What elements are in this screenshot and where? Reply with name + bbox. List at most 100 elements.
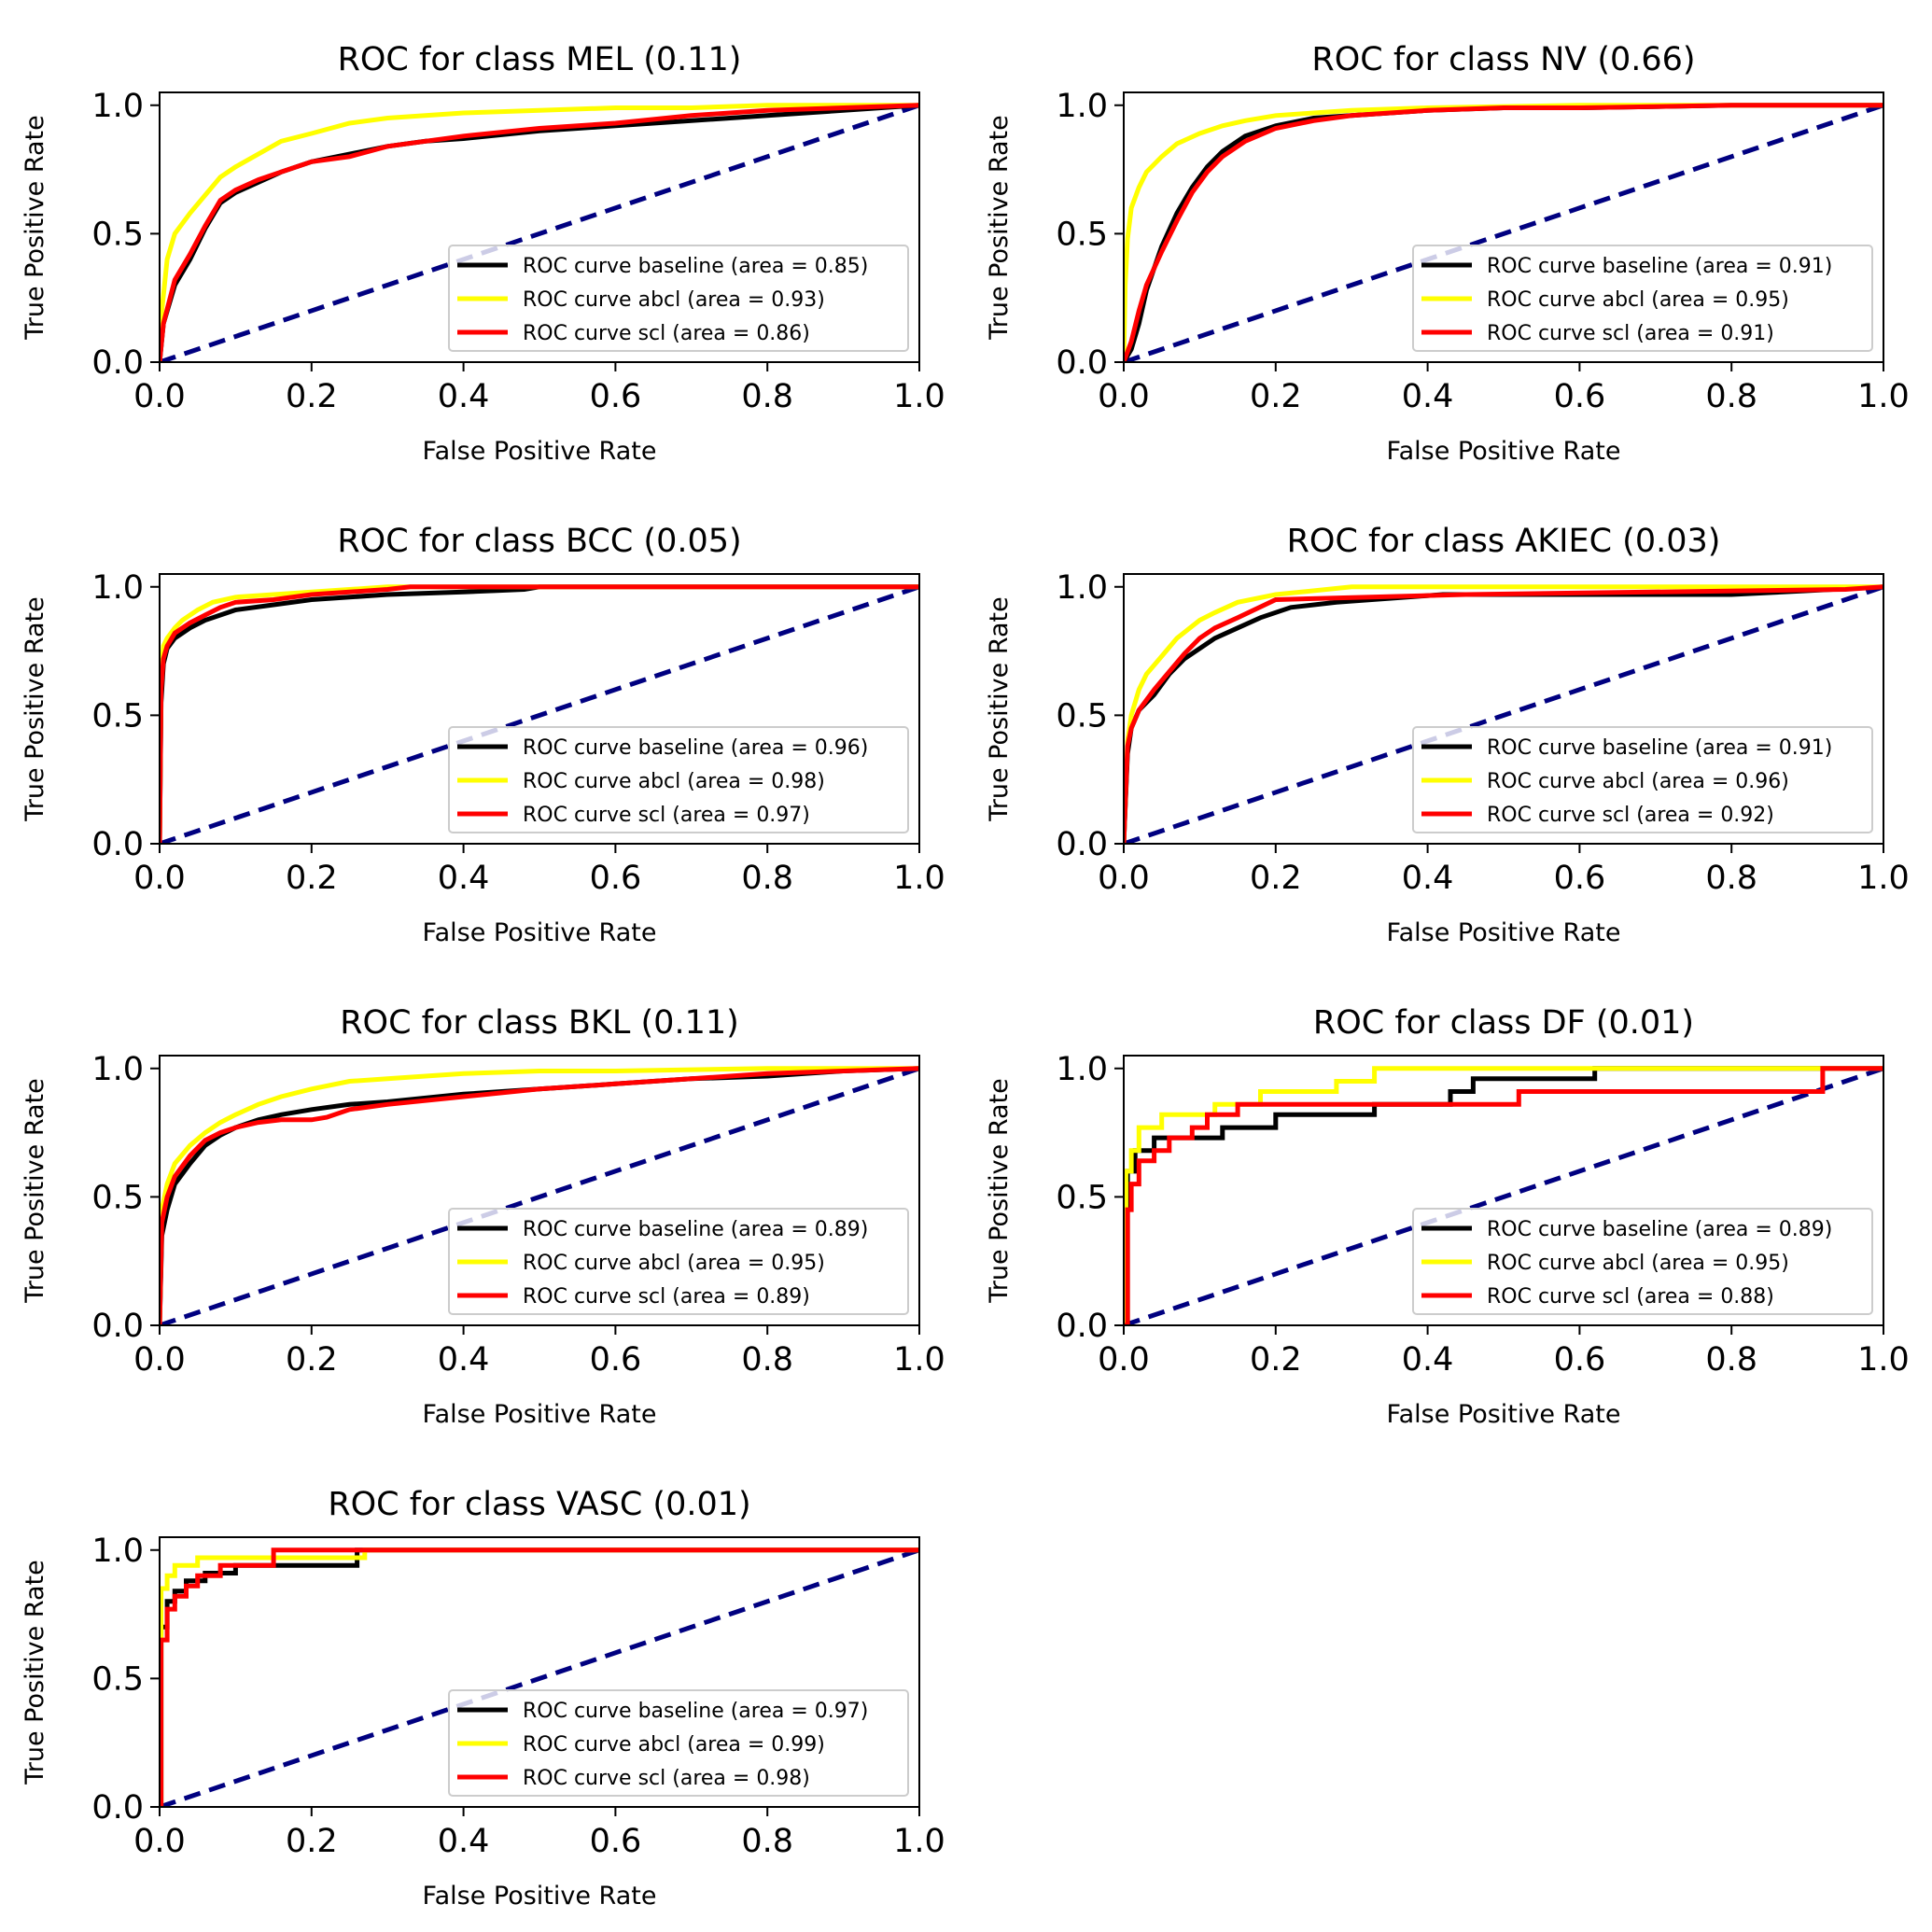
x-tick-label: 0.0 (133, 378, 186, 415)
legend: ROC curve baseline (area = 0.96) ROC curv… (448, 726, 909, 833)
legend: ROC curve baseline (area = 0.91) ROC curv… (1412, 726, 1873, 833)
x-axis-label: False Positive Rate (1387, 918, 1621, 947)
x-tick-label: 0.4 (1402, 1341, 1454, 1379)
panel-title: ROC for class BCC (0.05) (337, 523, 741, 560)
x-tick-label: 1.0 (893, 1341, 945, 1379)
roc-line-scl (160, 103, 919, 362)
legend-entry-abcl: ROC curve abcl (area = 0.93) (523, 288, 825, 312)
legend: ROC curve baseline (area = 0.89) ROC curv… (1412, 1208, 1873, 1315)
x-tick-label: 0.2 (286, 1341, 338, 1379)
x-tick-label: 0.6 (590, 860, 642, 897)
roc-line-scl (160, 584, 919, 844)
legend-entry-baseline: ROC curve baseline (area = 0.85) (523, 255, 868, 278)
roc-panel-7: ROC for class VASC (0.01) 0.0 0.2 0.4 0.6 0.8… (21, 1486, 945, 1911)
y-axis-label: True Positive Rate (21, 1078, 49, 1304)
y-axis-label: True Positive Rate (21, 1560, 49, 1785)
y-tick-label: 1.0 (1056, 1051, 1108, 1088)
x-tick-label: 0.4 (438, 378, 490, 415)
y-axis-label: True Positive Rate (21, 115, 49, 341)
y-tick-label: 0.5 (91, 1179, 144, 1216)
legend-entry-scl: ROC curve scl (area = 0.86) (523, 322, 810, 345)
x-tick-label: 1.0 (1857, 1341, 1910, 1379)
legend-box (448, 726, 909, 833)
y-tick-label: 0.5 (91, 1660, 144, 1698)
roc-line-scl (1124, 103, 1883, 362)
legend-entry-scl: ROC curve scl (area = 0.92) (1487, 804, 1774, 827)
y-tick-label: 1.0 (91, 1533, 144, 1570)
x-tick-label: 0.2 (1250, 1341, 1302, 1379)
y-tick-label: 1.0 (91, 569, 144, 607)
y-tick-label: 0.5 (1056, 697, 1108, 735)
axes-frame (159, 1536, 920, 1808)
diagonal-reference-line (1124, 103, 1883, 362)
y-axis-label: True Positive Rate (985, 115, 1014, 341)
y-axis-label: True Positive Rate (985, 596, 1014, 822)
legend: ROC curve baseline (area = 0.89) ROC curv… (448, 1208, 909, 1315)
x-axis-label: False Positive Rate (423, 1882, 657, 1911)
legend-entry-scl: ROC curve scl (area = 0.89) (523, 1285, 810, 1309)
x-axis-label: False Positive Rate (423, 437, 657, 466)
legend-entry-scl: ROC curve scl (area = 0.98) (523, 1767, 810, 1790)
y-tick-label: 0.5 (91, 697, 144, 735)
x-tick-label: 0.2 (1250, 860, 1302, 897)
legend-entry-baseline: ROC curve baseline (area = 0.96) (523, 736, 868, 760)
y-tick-label: 0.0 (91, 1789, 144, 1827)
x-tick-label: 0.4 (438, 860, 490, 897)
roc-panel-6: ROC for class DF (0.01) 0.0 0.2 0.4 0.6 0.8 1.… (985, 1004, 1910, 1429)
x-tick-label: 0.8 (741, 378, 793, 415)
x-axis-label: False Positive Rate (1387, 1400, 1621, 1429)
axes-frame (1123, 573, 1884, 845)
y-tick-label: 0.5 (91, 216, 144, 253)
panel-title: ROC for class NV (0.66) (1311, 41, 1695, 78)
legend-box (448, 1208, 909, 1315)
x-tick-label: 1.0 (1857, 860, 1910, 897)
legend-box (448, 1689, 909, 1797)
x-tick-label: 0.8 (1705, 378, 1757, 415)
x-tick-label: 0.2 (286, 1823, 338, 1860)
y-tick-label: 0.0 (91, 826, 144, 863)
panel-title: ROC for class VASC (0.01) (328, 1486, 750, 1523)
y-tick-label: 0.0 (1056, 826, 1108, 863)
x-tick-label: 0.4 (438, 1823, 490, 1860)
x-axis-label: False Positive Rate (423, 1400, 657, 1429)
diagonal-reference-line (160, 1066, 919, 1325)
legend-entry-baseline: ROC curve baseline (area = 0.89) (1487, 1218, 1832, 1241)
legend-box (1412, 1208, 1873, 1315)
y-tick-label: 0.0 (1056, 344, 1108, 382)
x-tick-label: 1.0 (893, 860, 945, 897)
panel-title: ROC for class AKIEC (0.03) (1287, 523, 1721, 560)
legend-entry-abcl: ROC curve abcl (area = 0.96) (1487, 770, 1789, 793)
legend-entry-scl: ROC curve scl (area = 0.88) (1487, 1285, 1774, 1309)
x-axis-label: False Positive Rate (423, 918, 657, 947)
legend-entry-abcl: ROC curve abcl (area = 0.95) (1487, 288, 1789, 312)
roc-panel-5: ROC for class BKL (0.11) 0.0 0.2 0.4 0.6 0.8 1… (21, 1004, 945, 1429)
legend-entry-abcl: ROC curve abcl (area = 0.95) (1487, 1252, 1789, 1275)
x-tick-label: 0.6 (590, 1823, 642, 1860)
legend-entry-abcl: ROC curve abcl (area = 0.95) (523, 1252, 825, 1275)
y-axis-label: True Positive Rate (985, 1078, 1014, 1304)
roc-line-scl (1124, 1066, 1883, 1325)
legend-box (1412, 245, 1873, 352)
axes-frame (1123, 1055, 1884, 1326)
panel-title: ROC for class MEL (0.11) (338, 41, 742, 78)
roc-panel-4: ROC for class AKIEC (0.03) 0.0 0.2 0.4 0.6 0.… (985, 523, 1910, 947)
legend-entry-abcl: ROC curve abcl (area = 0.99) (523, 1733, 825, 1757)
roc-line-scl (160, 1547, 919, 1807)
axes-frame (159, 1055, 920, 1326)
roc-panel-3: ROC for class BCC (0.05) 0.0 0.2 0.4 0.6 0.8 1… (21, 523, 945, 947)
panel-title: ROC for class DF (0.01) (1313, 1004, 1694, 1042)
diagonal-reference-line (1124, 1066, 1883, 1325)
diagonal-reference-line (160, 103, 919, 362)
legend-entry-baseline: ROC curve baseline (area = 0.91) (1487, 255, 1832, 278)
axes-frame (1123, 91, 1884, 363)
roc-panel-1: ROC for class MEL (0.11) 0.0 0.2 0.4 0.6 0.8 1… (21, 41, 945, 466)
x-tick-label: 0.0 (1098, 1341, 1150, 1379)
roc-panel-2: ROC for class NV (0.66) 0.0 0.2 0.4 0.6 0.8 1.… (985, 41, 1910, 466)
legend-entry-abcl: ROC curve abcl (area = 0.98) (523, 770, 825, 793)
x-tick-label: 0.8 (741, 1823, 793, 1860)
y-tick-label: 0.5 (1056, 1179, 1108, 1216)
x-tick-label: 0.0 (1098, 860, 1150, 897)
legend-box (448, 245, 909, 352)
y-tick-label: 1.0 (91, 88, 144, 125)
